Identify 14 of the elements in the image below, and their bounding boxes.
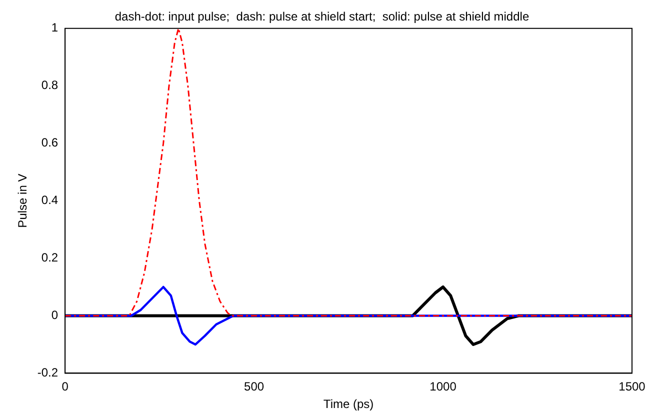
y-tick-label: 0.4: [41, 193, 58, 208]
y-axis-title: Pulse in V: [16, 174, 30, 228]
x-tick-label: 0: [62, 380, 69, 394]
x-axis-title: Time (ps): [323, 397, 374, 412]
y-tick-label: 1: [51, 20, 58, 35]
chart-title: dash-dot: input pulse; dash: pulse at shield start; solid: pulse at shield middle: [114, 10, 530, 24]
x-tick-label: 500: [244, 380, 264, 394]
y-tick-label: 0.2: [41, 250, 58, 265]
y-tick-label: 0.6: [41, 136, 58, 150]
y-tick-label: 0.8: [41, 78, 58, 92]
x-tick-label: 1500: [618, 380, 646, 394]
y-tick-label: 0: [51, 308, 58, 322]
x-tick-label: 1000: [430, 380, 457, 394]
y-tick-label: -0.2: [37, 366, 58, 380]
